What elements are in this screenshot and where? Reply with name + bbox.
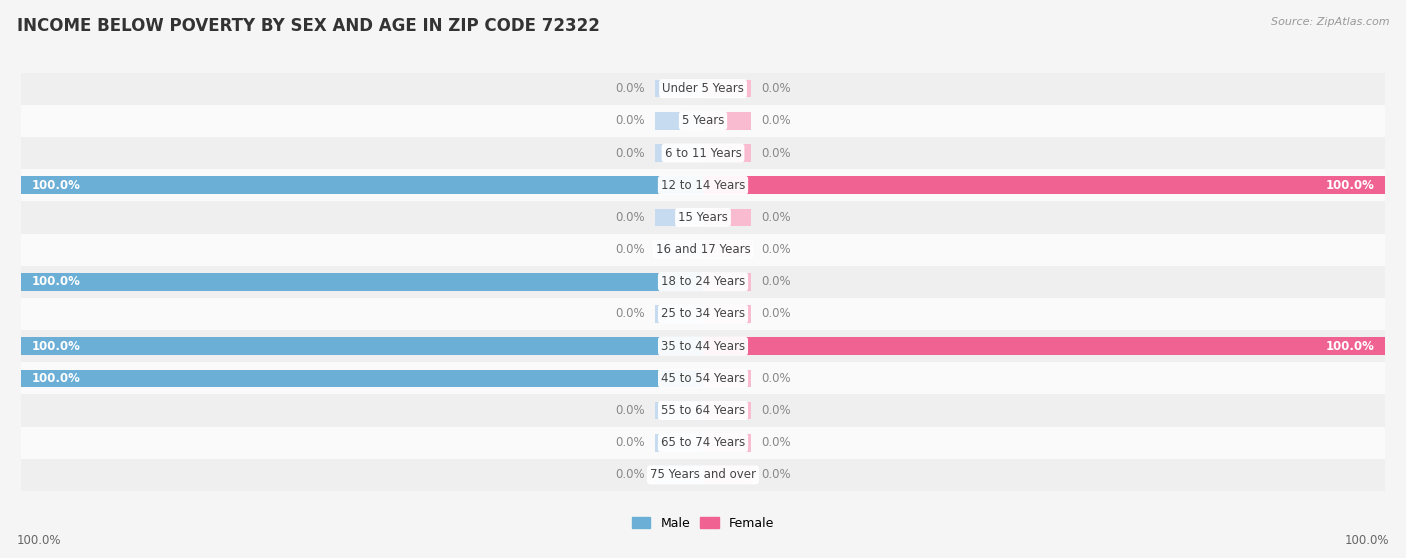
Bar xyxy=(703,402,751,420)
Text: 0.0%: 0.0% xyxy=(616,243,645,256)
Bar xyxy=(21,459,1385,491)
Bar xyxy=(21,105,1385,137)
Bar xyxy=(21,298,1385,330)
Text: 100.0%: 100.0% xyxy=(17,534,62,547)
Text: 35 to 44 Years: 35 to 44 Years xyxy=(661,340,745,353)
Bar xyxy=(655,305,703,323)
Bar xyxy=(703,80,751,98)
Bar xyxy=(21,338,703,355)
Text: 100.0%: 100.0% xyxy=(1326,179,1375,192)
Bar xyxy=(21,201,1385,233)
Text: 0.0%: 0.0% xyxy=(616,147,645,160)
Bar xyxy=(21,176,703,194)
Bar xyxy=(703,209,751,226)
Bar xyxy=(703,240,751,258)
Bar xyxy=(21,330,1385,362)
Text: 18 to 24 Years: 18 to 24 Years xyxy=(661,275,745,288)
Text: 0.0%: 0.0% xyxy=(616,469,645,482)
Bar xyxy=(21,137,1385,169)
Text: 0.0%: 0.0% xyxy=(761,211,790,224)
Text: 0.0%: 0.0% xyxy=(616,114,645,127)
Text: 0.0%: 0.0% xyxy=(761,147,790,160)
Bar xyxy=(655,209,703,226)
Bar xyxy=(703,434,751,451)
Bar xyxy=(703,369,751,387)
Text: 16 and 17 Years: 16 and 17 Years xyxy=(655,243,751,256)
Text: 12 to 14 Years: 12 to 14 Years xyxy=(661,179,745,192)
Bar xyxy=(21,427,1385,459)
Bar xyxy=(21,73,1385,105)
Bar xyxy=(703,176,1385,194)
Text: 0.0%: 0.0% xyxy=(616,82,645,95)
Text: INCOME BELOW POVERTY BY SEX AND AGE IN ZIP CODE 72322: INCOME BELOW POVERTY BY SEX AND AGE IN Z… xyxy=(17,17,600,35)
Text: 45 to 54 Years: 45 to 54 Years xyxy=(661,372,745,385)
Text: 0.0%: 0.0% xyxy=(761,404,790,417)
Bar xyxy=(703,466,751,484)
Bar xyxy=(655,402,703,420)
Text: 0.0%: 0.0% xyxy=(761,114,790,127)
Text: 0.0%: 0.0% xyxy=(616,211,645,224)
Text: 0.0%: 0.0% xyxy=(761,307,790,320)
Bar xyxy=(655,240,703,258)
Text: 0.0%: 0.0% xyxy=(616,307,645,320)
Bar xyxy=(703,144,751,162)
Text: 100.0%: 100.0% xyxy=(31,275,80,288)
Bar xyxy=(655,112,703,129)
Text: 6 to 11 Years: 6 to 11 Years xyxy=(665,147,741,160)
Bar xyxy=(655,144,703,162)
Text: 0.0%: 0.0% xyxy=(616,404,645,417)
Text: 0.0%: 0.0% xyxy=(761,82,790,95)
Text: 100.0%: 100.0% xyxy=(1326,340,1375,353)
Text: 0.0%: 0.0% xyxy=(761,275,790,288)
Bar xyxy=(703,273,751,291)
Bar xyxy=(703,305,751,323)
Legend: Male, Female: Male, Female xyxy=(627,512,779,535)
Bar xyxy=(655,80,703,98)
Text: 0.0%: 0.0% xyxy=(616,436,645,449)
Text: 15 Years: 15 Years xyxy=(678,211,728,224)
Bar xyxy=(655,434,703,451)
Text: 100.0%: 100.0% xyxy=(31,372,80,385)
Bar xyxy=(21,233,1385,266)
Text: Source: ZipAtlas.com: Source: ZipAtlas.com xyxy=(1271,17,1389,27)
Text: 0.0%: 0.0% xyxy=(761,436,790,449)
Text: 0.0%: 0.0% xyxy=(761,372,790,385)
Text: 0.0%: 0.0% xyxy=(761,243,790,256)
Bar xyxy=(21,266,1385,298)
Text: 65 to 74 Years: 65 to 74 Years xyxy=(661,436,745,449)
Text: 100.0%: 100.0% xyxy=(31,340,80,353)
Bar xyxy=(21,362,1385,395)
Text: 0.0%: 0.0% xyxy=(761,469,790,482)
Bar xyxy=(703,338,1385,355)
Bar xyxy=(21,369,703,387)
Text: Under 5 Years: Under 5 Years xyxy=(662,82,744,95)
Bar xyxy=(21,395,1385,427)
Text: 25 to 34 Years: 25 to 34 Years xyxy=(661,307,745,320)
Text: 5 Years: 5 Years xyxy=(682,114,724,127)
Bar xyxy=(655,466,703,484)
Text: 55 to 64 Years: 55 to 64 Years xyxy=(661,404,745,417)
Text: 100.0%: 100.0% xyxy=(31,179,80,192)
Text: 100.0%: 100.0% xyxy=(1344,534,1389,547)
Bar xyxy=(703,112,751,129)
Text: 75 Years and over: 75 Years and over xyxy=(650,469,756,482)
Bar xyxy=(21,169,1385,201)
Bar xyxy=(21,273,703,291)
